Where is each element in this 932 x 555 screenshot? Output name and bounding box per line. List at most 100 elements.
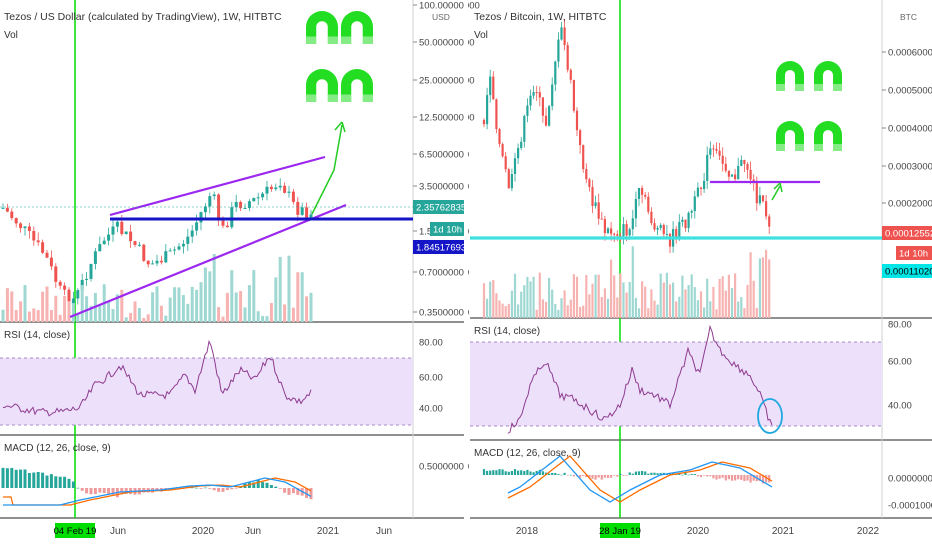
left-candle — [14, 218, 18, 224]
price-badge — [413, 240, 465, 254]
left-volume-bar — [111, 309, 115, 322]
left-candle — [203, 206, 207, 213]
left-candle — [23, 226, 27, 229]
left-volume-bar — [142, 317, 146, 322]
left-volume-bar — [155, 286, 159, 322]
right-macd-hist — [597, 475, 600, 478]
right-volume-bar — [675, 301, 678, 318]
left-rsi-tick-label: 60.00 — [419, 373, 443, 384]
right-macd-hist — [560, 474, 563, 476]
left-candle — [234, 201, 238, 208]
left-vol-label: Vol — [4, 30, 18, 41]
right-volume-bar — [703, 307, 706, 318]
right-candle — [572, 79, 575, 111]
right-time-tick-label: 2022 — [857, 526, 880, 537]
left-volume-bar — [5, 288, 9, 322]
left-macd-hist — [256, 479, 260, 488]
left-volume-bar — [67, 301, 71, 322]
left-volume-bar — [181, 294, 185, 322]
right-volume-bar — [644, 286, 647, 318]
left-candle — [120, 221, 124, 235]
right-macd-hist — [659, 472, 662, 475]
right-currency-label: BTC — [900, 12, 917, 22]
right-macd-hist — [619, 473, 622, 475]
right-volume-bar — [520, 291, 523, 318]
magnet-icon-tip — [362, 94, 373, 102]
right-macd-hist — [765, 475, 768, 483]
right-candle — [740, 159, 743, 166]
left-macd-hist — [225, 488, 229, 491]
left-candle — [89, 263, 93, 279]
left-macd-hist — [58, 476, 62, 488]
left-currency-label: USD — [432, 12, 450, 22]
right-candle — [504, 156, 507, 170]
right-volume-bar — [557, 309, 560, 318]
right-candle — [665, 233, 668, 235]
right-volume-bar — [572, 274, 575, 318]
right-macd-hist — [495, 470, 498, 475]
right-time-tick-label: 2021 — [772, 526, 795, 537]
right-volume-bar — [616, 297, 619, 318]
right-macd-hist — [579, 475, 582, 478]
left-price-tick-label: 12.50000000 — [419, 113, 474, 124]
left-candle — [146, 260, 150, 265]
left-macd-hist — [85, 488, 89, 494]
left-volume-bar — [247, 285, 251, 322]
right-macd-hist — [718, 475, 721, 479]
right-macd-hist — [523, 470, 526, 475]
price-badge-label: 1.84517693 — [416, 243, 466, 254]
right-macd-hist — [507, 471, 510, 475]
right-volume-bar — [492, 280, 495, 318]
right-macd-hist — [613, 475, 616, 476]
right-volume-bar — [495, 293, 498, 318]
right-macd-hist — [566, 475, 569, 476]
right-macd-hist — [746, 475, 749, 481]
left-macd-hist — [76, 487, 80, 489]
left-macd-hist — [278, 488, 282, 489]
right-candle — [675, 229, 678, 239]
left-macd-hist — [67, 478, 71, 488]
right-macd-hist — [486, 470, 489, 475]
right-candle — [650, 211, 653, 224]
right-volume-bar — [752, 280, 755, 318]
right-candle — [554, 61, 557, 85]
right-candle — [634, 198, 637, 219]
left-volume-bar — [19, 301, 23, 322]
left-price-tick-label: 25.00000000 — [419, 76, 474, 87]
left-macd-hist — [212, 488, 216, 491]
right-candle — [758, 195, 761, 204]
right-macd-hist — [628, 472, 631, 475]
price-badge — [882, 226, 932, 240]
left-macd-hist — [71, 481, 75, 488]
right-macd-hist — [647, 473, 650, 475]
magnet-icon — [776, 121, 804, 151]
right-candle — [492, 76, 495, 100]
right-volume-bar — [706, 278, 709, 318]
left-volume-bar — [256, 311, 260, 322]
right-macd-hist — [706, 475, 709, 477]
left-candle — [164, 251, 168, 263]
right-volume-bar — [579, 306, 582, 318]
left-candle — [177, 246, 181, 250]
right-volume-bar — [724, 290, 727, 318]
magnet-icon-tip — [362, 36, 373, 44]
left-rsi-line — [2, 339, 312, 417]
right-macd-hist — [724, 475, 727, 481]
right-volume-bar — [668, 284, 672, 318]
left-candle — [221, 220, 225, 226]
left-volume-bar — [221, 316, 225, 322]
right-macd-hist — [603, 475, 606, 478]
right-date-label: 28 Jan 19 — [599, 526, 641, 537]
magnet-icon-tip — [833, 83, 842, 91]
right-rsi-circle — [757, 398, 783, 434]
right-macd-hist — [656, 473, 659, 475]
left-volume-bar — [159, 305, 163, 322]
left-rsi-band — [0, 358, 413, 425]
magnet-icon-tip — [814, 143, 823, 151]
right-candle — [721, 155, 724, 164]
right-volume-bar — [727, 274, 730, 318]
left-volume-bar — [107, 302, 111, 322]
right-candle — [765, 201, 768, 217]
